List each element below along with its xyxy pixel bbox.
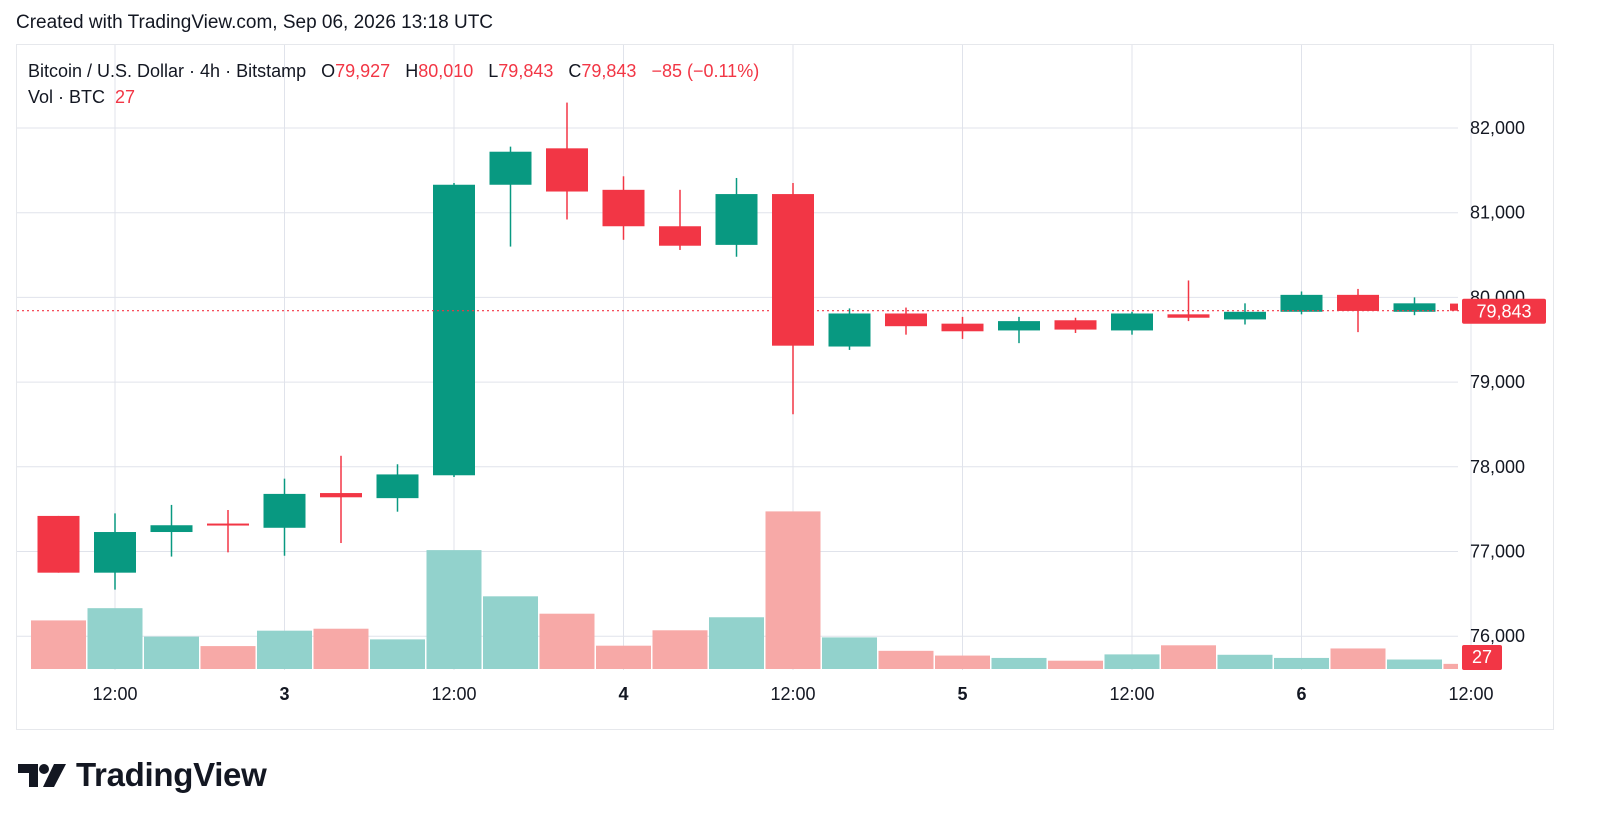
candle-body xyxy=(1280,294,1323,312)
candle-body xyxy=(998,321,1040,331)
volume-bar xyxy=(765,511,821,669)
legend-open-value: 79,927 xyxy=(335,61,391,81)
last-price-badge xyxy=(1462,298,1546,324)
candle-body xyxy=(885,313,927,327)
time-axis-label: 6 xyxy=(1296,684,1306,704)
volume-bar xyxy=(426,550,482,669)
candle-body xyxy=(320,493,362,498)
candle-body xyxy=(489,151,532,185)
footer-brand[interactable]: TradingView xyxy=(18,756,267,794)
candle-body xyxy=(94,532,136,573)
volume-bar xyxy=(313,628,369,669)
legend-volume-label[interactable]: Vol · BTC xyxy=(28,87,106,107)
legend-high-key: H xyxy=(405,61,419,81)
time-axis-label: 5 xyxy=(957,684,967,704)
chart-legend: Bitcoin / U.S. Dollar · 4h · Bitstamp O7… xyxy=(28,58,759,110)
tradingview-wordmark: TradingView xyxy=(76,756,267,793)
legend-symbol[interactable]: Bitcoin / U.S. Dollar · 4h · Bitstamp xyxy=(28,61,307,81)
volume-bar xyxy=(539,613,595,669)
time-axis-label: 12:00 xyxy=(431,684,476,704)
price-axis-label: 76,000 xyxy=(1470,626,1525,646)
candle-body xyxy=(941,323,984,332)
volume-bar xyxy=(31,620,86,669)
volume-bar xyxy=(709,617,764,669)
candle-body xyxy=(1054,320,1097,330)
volume-bar xyxy=(1104,654,1160,669)
volume-bar xyxy=(257,630,312,669)
volume-bar xyxy=(878,650,934,669)
volume-bar xyxy=(483,596,538,669)
candle-body xyxy=(1337,294,1379,311)
candle-body xyxy=(1111,313,1153,331)
legend-close-value: 79,843 xyxy=(581,61,637,81)
candle-body xyxy=(772,194,814,346)
volume-bar xyxy=(822,637,877,669)
time-axis-label: 4 xyxy=(618,684,628,704)
price-axis-label: 82,000 xyxy=(1470,118,1525,138)
legend-ohlc-row: Bitcoin / U.S. Dollar · 4h · Bitstamp O7… xyxy=(28,58,759,84)
volume-bar xyxy=(935,655,990,669)
time-axis-label: 3 xyxy=(279,684,289,704)
volume-bar xyxy=(1217,654,1273,669)
last-volume-badge xyxy=(1462,645,1502,670)
tradingview-logo-icon xyxy=(18,764,66,787)
candle-body xyxy=(376,474,419,499)
legend-change: −85 (−0.11%) xyxy=(651,61,760,81)
volume-bar xyxy=(87,608,143,669)
time-axis-label: 12:00 xyxy=(770,684,815,704)
volume-bar xyxy=(1161,645,1216,669)
price-axis-label: 79,000 xyxy=(1470,372,1525,392)
volume-bar xyxy=(1048,660,1103,669)
last-volume-label: 27 xyxy=(1472,647,1492,667)
volume-bar xyxy=(596,645,651,669)
candle-body xyxy=(828,313,871,347)
legend-low-value: 79,843 xyxy=(498,61,554,81)
volume-bar xyxy=(370,639,425,669)
candle-body xyxy=(659,226,701,246)
candle-body xyxy=(715,194,758,245)
time-axis-label: 12:00 xyxy=(1109,684,1154,704)
price-axis-label: 78,000 xyxy=(1470,457,1525,477)
volume-bar xyxy=(1330,648,1386,669)
candle-body xyxy=(263,493,306,528)
time-axis-label: 12:00 xyxy=(1448,684,1493,704)
candle-body xyxy=(207,523,249,526)
volume-bar xyxy=(1274,657,1329,669)
volume-bar xyxy=(1443,663,1458,669)
candle-body xyxy=(1393,303,1436,312)
volume-bar xyxy=(200,646,256,669)
candle-body xyxy=(37,515,80,573)
chart-frame[interactable] xyxy=(16,44,1554,730)
time-axis-label: 12:00 xyxy=(92,684,137,704)
candle-body xyxy=(1224,311,1266,320)
last-price-label: 79,843 xyxy=(1476,302,1531,322)
legend-low-key: L xyxy=(488,61,499,81)
candle-body xyxy=(1167,314,1210,318)
legend-close-key: C xyxy=(568,61,582,81)
volume-bar xyxy=(1387,659,1442,669)
legend-volume-value: 27 xyxy=(115,87,136,107)
legend-volume-row: Vol · BTC 27 xyxy=(28,84,759,110)
candle-body xyxy=(546,148,588,192)
price-axis-label: 77,000 xyxy=(1470,542,1525,562)
legend-open-key: O xyxy=(321,61,336,81)
volume-bar xyxy=(144,636,199,669)
legend-high-value: 80,010 xyxy=(418,61,474,81)
created-with-caption: Created with TradingView.com, Sep 06, 20… xyxy=(16,12,494,33)
candle-body xyxy=(602,189,645,227)
price-axis-label: 81,000 xyxy=(1470,203,1525,223)
candle-body xyxy=(150,525,193,533)
candle-body xyxy=(433,184,475,476)
volume-bar xyxy=(991,657,1047,669)
candle-body xyxy=(1450,303,1458,311)
volume-bar xyxy=(652,630,708,669)
plot-area[interactable] xyxy=(31,102,1499,669)
